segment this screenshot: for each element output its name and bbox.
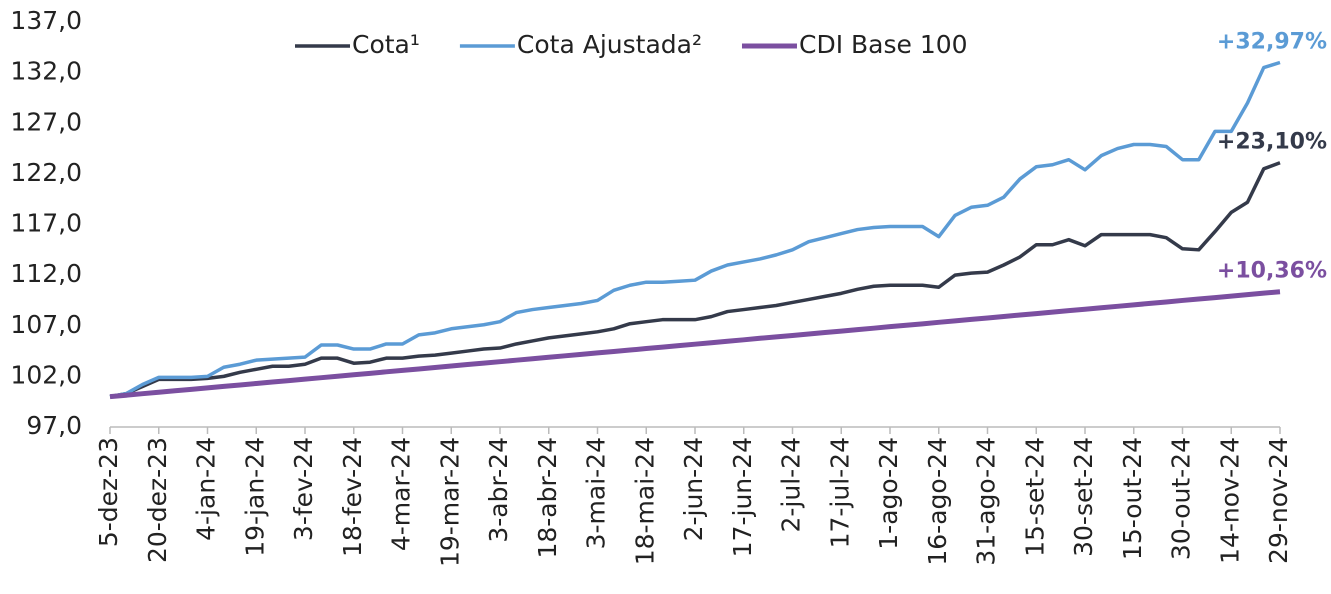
x-tick-label: 15-out-24 [1118,437,1147,560]
x-tick-label: 31-ago-24 [972,437,1001,566]
x-tick-label: 2-jun-24 [679,437,708,541]
x-tick-label: 30-set-24 [1069,437,1098,557]
legend-label: Cota¹ [352,30,420,59]
y-tick-label: 137,0 [10,6,82,35]
x-tick-label: 20-dez-23 [143,437,172,563]
x-tick-label: 4-mar-24 [387,437,416,551]
x-tick-label: 5-dez-23 [94,437,123,547]
series-line [109,161,1281,399]
x-tick-label: 1-ago-24 [874,437,903,550]
x-tick-label: 14-nov-24 [1215,437,1244,564]
x-tick-label: 16-ago-24 [923,437,952,566]
y-tick-label: 107,0 [10,310,82,339]
x-tick-label: 17-jul-24 [825,437,854,548]
x-tick-label: 3-mai-24 [582,437,611,549]
end-label: +32,97% [1217,30,1327,55]
y-tick-label: 102,0 [10,360,82,389]
y-tick-label: 97,0 [26,411,82,440]
x-tick-label: 2-jul-24 [777,437,806,533]
y-tick-label: 122,0 [10,158,82,187]
x-tick-label: 29-nov-24 [1264,437,1293,564]
x-tick-label: 18-fev-24 [338,437,367,557]
series-line [109,289,1281,400]
x-tick-label: 3-abr-24 [484,437,513,543]
series-line [109,60,1281,399]
end-label: +23,10% [1217,130,1327,155]
x-tick-label: 19-jan-24 [240,437,269,557]
x-tick-label: 18-abr-24 [533,437,562,559]
x-tick-label: 30-out-24 [1167,437,1196,560]
x-tick-label: 4-jan-24 [192,437,221,541]
y-tick-label: 127,0 [10,107,82,136]
end-label: +10,36% [1217,259,1327,284]
x-tick-label: 17-jun-24 [728,437,757,557]
x-tick-label: 3-fev-24 [289,437,318,541]
legend-label: Cota Ajustada² [517,30,702,59]
x-tick-label: 18-mai-24 [630,437,659,565]
legend-label: CDI Base 100 [799,30,968,59]
y-tick-label: 132,0 [10,57,82,86]
x-tick-label: 15-set-24 [1020,437,1049,557]
y-tick-label: 117,0 [10,209,82,238]
y-tick-label: 112,0 [10,259,82,288]
x-tick-label: 19-mar-24 [435,437,464,567]
